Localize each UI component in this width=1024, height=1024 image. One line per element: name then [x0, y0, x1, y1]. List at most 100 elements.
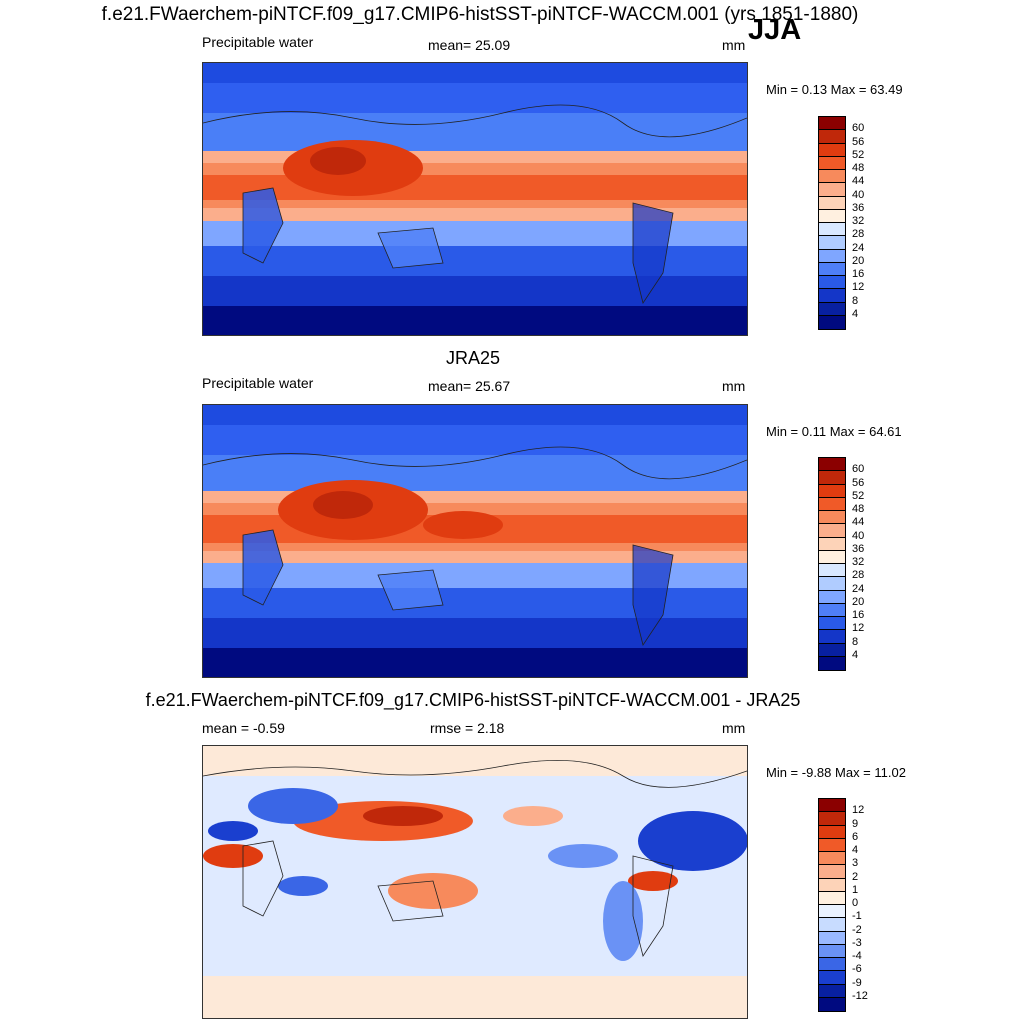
- colorbar-tick-label: 36: [852, 201, 865, 214]
- panel3-mean-label: mean = -0.59: [202, 720, 285, 736]
- colorbar-tick-label: 4: [852, 844, 859, 856]
- panel1-variable-label: Precipitable water: [202, 34, 314, 50]
- colorbar-swatch: [819, 524, 845, 538]
- colorbar-swatch: [819, 564, 845, 578]
- colorbar-swatch: [819, 799, 845, 813]
- figure-title: f.e21.FWaerchem-piNTCF.f09_g17.CMIP6-his…: [101, 4, 859, 25]
- colorbar-swatch: [819, 918, 845, 932]
- colorbar-swatch: [819, 130, 845, 144]
- panel1-mean-label: mean= 25.09: [428, 37, 511, 53]
- colorbar-swatch: [819, 891, 845, 905]
- colorbar-swatch: [819, 289, 845, 303]
- colorbar-tick-label: 32: [852, 556, 865, 568]
- colorbar-tick-label: -1: [852, 910, 862, 923]
- panel1-units-label: mm: [722, 37, 746, 53]
- colorbar-tick-label: 52: [852, 148, 865, 161]
- colorbar-tick-label: -2: [852, 923, 862, 936]
- colorbar-tick-label: 20: [852, 254, 865, 267]
- colorbar-swatch: [819, 838, 845, 852]
- colorbar-tick-label: 2: [852, 870, 859, 883]
- panel2-heading: JRA25: [446, 348, 501, 368]
- colorbar-tick-label: 56: [852, 135, 865, 148]
- colorbar-tick-label: 8: [852, 635, 859, 648]
- panel3-colorbar: [818, 798, 846, 1012]
- colorbar-swatch: [819, 143, 845, 157]
- colorbar-swatch: [819, 156, 845, 170]
- colorbar-tick-label: 40: [852, 188, 865, 201]
- colorbar-swatch: [819, 643, 845, 657]
- colorbar-swatch: [819, 825, 845, 839]
- colorbar-tick-label: -6: [852, 963, 862, 976]
- colorbar-tick-label: 12: [852, 281, 865, 294]
- colorbar-tick-label: 16: [852, 268, 865, 280]
- panel1-map-svg: [203, 63, 747, 335]
- colorbar-swatch: [819, 170, 845, 184]
- colorbar-tick-label: -12: [852, 989, 868, 1002]
- colorbar-tick-label: 56: [852, 476, 865, 489]
- colorbar-tick-label: 32: [852, 215, 865, 227]
- panel2-minmax-label: Min = 0.11 Max = 64.61: [766, 424, 902, 439]
- colorbar-swatch: [819, 550, 845, 564]
- colorbar-swatch: [819, 315, 845, 329]
- panel1-map: [202, 62, 748, 336]
- colorbar-tick-label: 36: [852, 542, 865, 555]
- colorbar-tick-label: 8: [852, 294, 859, 307]
- panel3-map-svg: [203, 746, 747, 1018]
- colorbar-tick-label: 1: [852, 883, 859, 896]
- colorbar-tick-label: 4: [852, 648, 859, 661]
- colorbar-swatch: [819, 223, 845, 237]
- panel2-mean-label: mean= 25.67: [428, 378, 511, 394]
- panel1-colorbar: [818, 116, 846, 330]
- colorbar-swatch: [819, 196, 845, 210]
- colorbar-tick-label: 40: [852, 529, 865, 542]
- colorbar-tick-label: 12: [852, 804, 865, 817]
- colorbar-swatch: [819, 458, 845, 472]
- colorbar-swatch: [819, 302, 845, 316]
- panel3-map: [202, 745, 748, 1019]
- colorbar-tick-label: 3: [852, 857, 859, 870]
- colorbar-swatch: [819, 905, 845, 919]
- colorbar-swatch: [819, 878, 845, 892]
- colorbar-tick-label: 52: [852, 489, 865, 502]
- colorbar-tick-label: 6: [852, 830, 859, 843]
- colorbar-tick-label: 20: [852, 595, 865, 608]
- colorbar-swatch: [819, 812, 845, 826]
- panel3-minmax-label: Min = -9.88 Max = 11.02: [766, 765, 906, 780]
- colorbar-tick-label: 60: [852, 122, 865, 135]
- colorbar-tick-label: 12: [852, 622, 865, 635]
- colorbar-swatch: [819, 656, 845, 670]
- colorbar-tick-label: 4: [852, 307, 859, 320]
- panel3-units-label: mm: [722, 720, 746, 736]
- colorbar-swatch: [819, 944, 845, 958]
- colorbar-swatch: [819, 236, 845, 250]
- panel2-units-label: mm: [722, 378, 746, 394]
- colorbar-tick-label: 24: [852, 241, 865, 254]
- panel3-heading: f.e21.FWaerchem-piNTCF.f09_g17.CMIP6-his…: [145, 690, 801, 710]
- panel2-variable-label: Precipitable water: [202, 375, 314, 391]
- colorbar-swatch: [819, 209, 845, 223]
- colorbar-swatch: [819, 471, 845, 485]
- panel2-map-svg: [203, 405, 747, 677]
- colorbar-tick-label: 48: [852, 503, 865, 515]
- colorbar-swatch: [819, 865, 845, 879]
- colorbar-swatch: [819, 497, 845, 511]
- panel2-colorbar: [818, 457, 846, 671]
- colorbar-swatch: [819, 997, 845, 1011]
- colorbar-swatch: [819, 590, 845, 604]
- colorbar-swatch: [819, 262, 845, 276]
- panel2-map: [202, 404, 748, 678]
- colorbar-tick-label: 44: [852, 175, 865, 188]
- colorbar-swatch: [819, 511, 845, 525]
- colorbar-swatch: [819, 484, 845, 498]
- panel1-minmax-label: Min = 0.13 Max = 63.49: [766, 82, 903, 97]
- colorbar-tick-label: 48: [852, 162, 865, 174]
- season-label: JJA: [748, 14, 802, 46]
- colorbar-tick-label: 28: [852, 569, 865, 582]
- colorbar-swatch: [819, 852, 845, 866]
- colorbar-swatch: [819, 931, 845, 945]
- colorbar-swatch: [819, 630, 845, 644]
- colorbar-swatch: [819, 603, 845, 617]
- colorbar-swatch: [819, 971, 845, 985]
- colorbar-tick-label: 0: [852, 897, 859, 909]
- panel3-rmse-label: rmse = 2.18: [430, 720, 505, 736]
